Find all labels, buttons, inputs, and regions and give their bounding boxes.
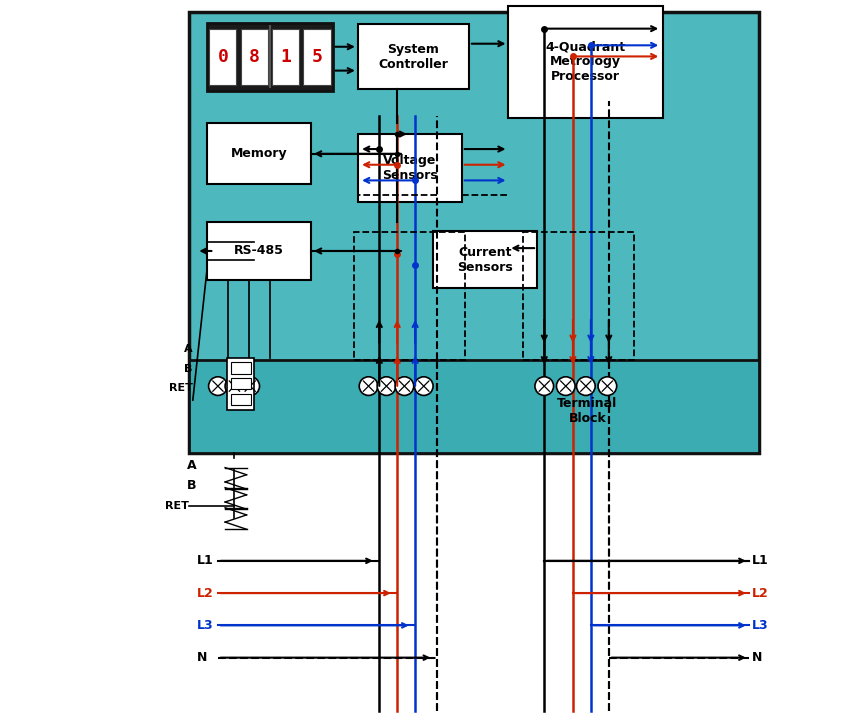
Text: RET: RET [165, 500, 189, 510]
Bar [189, 12, 759, 453]
Text: 5: 5 [312, 48, 322, 66]
Bar [303, 29, 331, 85]
Text: Memory: Memory [231, 148, 288, 161]
Text: Voltage
Sensors: Voltage Sensors [382, 154, 437, 182]
Circle shape [414, 377, 433, 395]
Bar [509, 6, 662, 117]
Circle shape [395, 377, 414, 395]
Text: 1: 1 [280, 48, 291, 66]
Bar [210, 29, 236, 85]
Text: N: N [197, 651, 207, 664]
Text: L3: L3 [752, 619, 769, 632]
Bar [358, 134, 462, 202]
Text: RS-485: RS-485 [235, 245, 284, 258]
Circle shape [209, 377, 228, 395]
Bar [354, 233, 466, 360]
Circle shape [225, 377, 244, 395]
Text: Terminal
Block: Terminal Block [557, 397, 618, 426]
Text: Current
Sensors: Current Sensors [457, 246, 513, 274]
Circle shape [359, 377, 378, 395]
Bar [523, 233, 634, 360]
Bar [207, 222, 311, 279]
Circle shape [557, 377, 575, 395]
Bar [272, 29, 299, 85]
Circle shape [241, 377, 259, 395]
Text: A: A [184, 344, 192, 354]
Bar [231, 362, 251, 374]
Text: B: B [185, 364, 192, 374]
Text: L3: L3 [197, 619, 213, 632]
Text: L1: L1 [197, 554, 213, 567]
Text: L1: L1 [752, 554, 769, 567]
Text: RET: RET [169, 383, 192, 393]
Bar [231, 378, 251, 390]
Bar [433, 231, 537, 288]
Circle shape [377, 377, 396, 395]
Text: 8: 8 [249, 48, 259, 66]
Circle shape [535, 377, 553, 395]
Text: System
Controller: System Controller [379, 42, 448, 71]
Circle shape [576, 377, 595, 395]
Circle shape [598, 377, 617, 395]
Bar [189, 360, 759, 453]
Bar [207, 23, 332, 91]
Text: A: A [186, 459, 197, 472]
Text: B: B [187, 479, 197, 492]
Text: L2: L2 [752, 587, 769, 600]
Text: L2: L2 [197, 587, 213, 600]
Text: 4-Quadrant
Metrology
Processor: 4-Quadrant Metrology Processor [545, 40, 625, 84]
Bar [358, 24, 469, 89]
Bar [241, 29, 268, 85]
Bar [207, 123, 311, 184]
Bar [231, 394, 251, 405]
Bar [228, 358, 254, 410]
Text: 0: 0 [217, 48, 228, 66]
Text: N: N [752, 651, 763, 664]
